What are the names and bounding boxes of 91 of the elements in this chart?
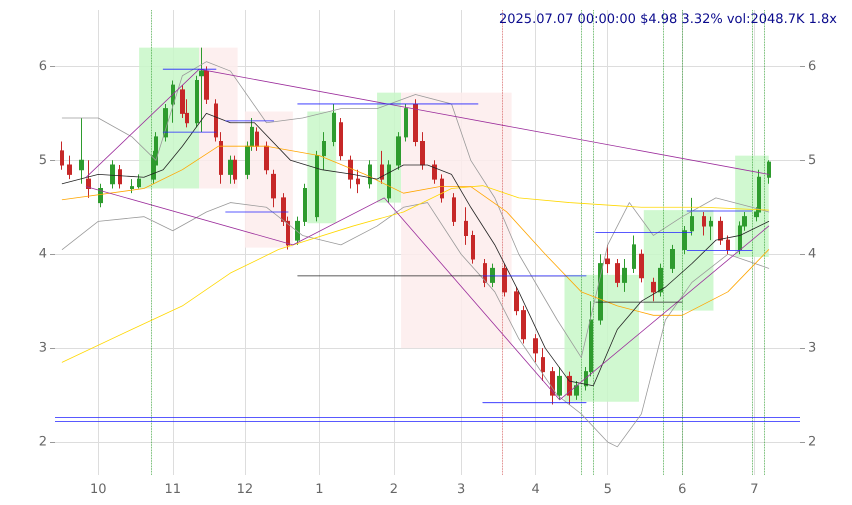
candlestick [380,150,384,184]
candlestick [98,183,103,208]
candlestick [404,103,408,142]
chart-title: 2025.07.07 00:00:00 $4.98 3.32% vol:2048.7K 1.8x [498,12,838,27]
candlestick [348,155,353,189]
candlestick [118,164,122,189]
candlestick [726,234,730,255]
y-tick-label: 4 [38,246,47,262]
candlestick [632,234,636,274]
y-tick-label: 2 [38,434,47,450]
x-tick-label: 6 [678,482,686,497]
y-tick-label: 5 [38,152,47,168]
candlestick [533,334,538,363]
candlestick [255,126,259,152]
candlestick [521,305,526,344]
x-tick-label: 5 [604,482,612,497]
x-tick-label: 7 [750,482,758,497]
candlestick [651,277,656,302]
line-series [86,186,770,400]
candlestick [137,174,141,189]
y-tick-label: 6 [38,58,47,74]
candlestick [541,348,545,382]
candlestick [709,216,713,241]
candlestick [332,103,336,147]
candlestick [368,160,372,189]
candlestick [171,80,175,124]
candlestick [490,263,495,288]
candlestick [110,160,115,189]
line-series [62,146,770,316]
candlestick [670,244,675,274]
x-tick-label: 3 [457,482,466,497]
candlestick [295,216,300,246]
y2-tick-label: 4 [808,246,816,262]
candlestick [315,150,319,222]
candlestick [204,66,209,104]
candlestick [264,141,269,175]
x-tick-label: 11 [164,482,182,497]
candlestick [639,249,644,283]
candlestick [702,211,706,236]
candlestick [271,169,276,208]
candlestick [60,141,64,170]
candlestick [195,75,199,128]
candlestick [228,155,233,184]
candlestick [622,258,627,292]
candlestick [396,132,401,170]
candlestick [413,98,418,147]
line-series [62,202,770,448]
line-series [62,61,770,358]
candlestick [303,183,307,227]
candlestick [219,132,223,184]
candlestick [514,286,519,316]
x-tick-label: 1 [315,482,324,497]
candlestick [199,47,204,133]
x-tick-label: 2 [390,482,398,497]
candlestick [690,197,694,236]
candlestick [432,160,437,184]
candlestick [86,160,91,198]
y2-tick-label: 5 [808,152,816,168]
x-tick-label: 4 [532,482,540,497]
candlestick [605,244,610,274]
x-tick-label: 12 [236,482,254,497]
candlestick [233,155,237,184]
candlestick [130,178,134,194]
candlestick [615,258,620,288]
candlestick [471,230,475,264]
y2-tick-label: 6 [808,58,816,74]
line-series [62,112,770,386]
candlestick [214,98,218,142]
candlestick [420,132,425,170]
candlestick [452,192,456,227]
candlestick [79,118,84,184]
y-tick-label: 3 [38,340,47,356]
candlestick [464,206,468,246]
candlestick [502,263,507,298]
line-series [62,185,770,363]
candlestick [387,160,391,204]
x-tick-label: 10 [90,482,107,497]
candlestick [356,169,360,194]
candlestick [557,366,562,400]
candlestick [440,174,444,204]
candlestick [767,160,771,184]
y2-tick-label: 2 [808,434,816,450]
candlestick [67,155,72,180]
candlestick [718,216,723,246]
candlestick [567,371,572,406]
y2-tick-label: 3 [808,340,816,356]
candlestick [339,118,343,161]
candlestick [550,366,555,406]
candlestick [483,258,487,288]
candlestick [574,380,579,400]
candlestick [322,132,326,170]
